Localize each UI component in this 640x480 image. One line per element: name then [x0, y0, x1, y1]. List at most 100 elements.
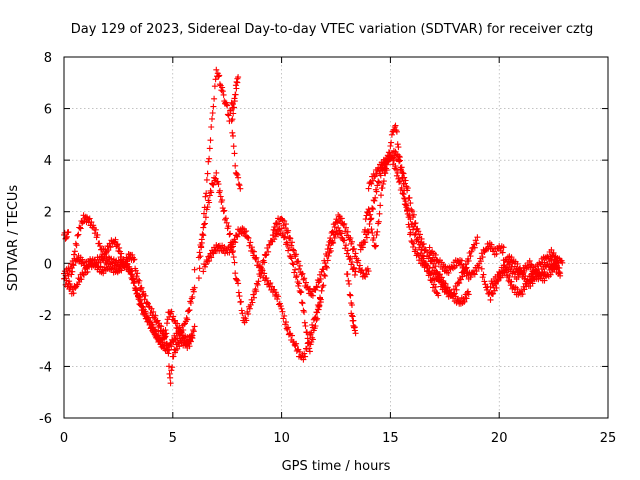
- data-point: [352, 330, 359, 337]
- data-point: [184, 316, 191, 323]
- data-point: [399, 190, 406, 197]
- data-point: [63, 277, 70, 284]
- data-point: [215, 73, 222, 80]
- data-point: [350, 322, 357, 329]
- data-point: [211, 95, 218, 102]
- data-point: [471, 241, 477, 248]
- data-point: [186, 343, 193, 350]
- data-point: [382, 170, 389, 177]
- data-point: [296, 265, 302, 272]
- data-point: [559, 259, 566, 266]
- data-point: [261, 259, 268, 266]
- data-point: [541, 277, 548, 284]
- data-point: [201, 221, 208, 228]
- data-point: [376, 179, 383, 186]
- data-point: [442, 280, 449, 287]
- data-point: [518, 287, 525, 294]
- data-point: [196, 265, 203, 272]
- data-point: [349, 238, 355, 245]
- data-point: [235, 289, 242, 296]
- data-point: [306, 339, 313, 346]
- data-point: [238, 298, 244, 305]
- data-point: [394, 151, 401, 158]
- data-point: [458, 257, 465, 264]
- data-point: [204, 170, 211, 177]
- series-track-h: [343, 271, 359, 337]
- tick-labels: 0 5 10 15 20 25 -6 -4 -2 0 2 4 6 8: [39, 51, 616, 446]
- data-point: [410, 226, 416, 233]
- data-point: [311, 315, 318, 322]
- data-point: [220, 91, 227, 98]
- data-point: [479, 274, 486, 281]
- data-point: [159, 330, 166, 337]
- data-point: [471, 271, 478, 278]
- data-point: [289, 260, 296, 267]
- data-point: [411, 232, 418, 238]
- data-point: [366, 208, 373, 215]
- data-point: [230, 143, 237, 150]
- data-point: [463, 295, 470, 302]
- data-point: [347, 292, 354, 299]
- data-point: [289, 332, 295, 339]
- data-point: [407, 200, 414, 207]
- chart-title: Day 129 of 2023, Sidereal Day-to-day VTE…: [71, 22, 593, 37]
- data-point: [541, 268, 548, 275]
- data-point: [233, 276, 240, 283]
- data-point: [379, 185, 386, 191]
- data-point: [96, 240, 103, 247]
- data-point: [230, 243, 236, 250]
- data-point: [191, 266, 198, 273]
- data-point: [283, 221, 289, 228]
- data-point: [225, 112, 232, 119]
- data-point: [450, 286, 457, 293]
- data-point: [373, 232, 380, 238]
- data-point: [323, 263, 329, 270]
- data-point: [514, 286, 521, 293]
- data-point: [478, 265, 485, 272]
- data-point: [407, 216, 414, 223]
- data-point: [275, 293, 282, 300]
- data-point: [402, 198, 409, 205]
- data-point: [239, 310, 246, 317]
- data-point: [464, 289, 471, 296]
- data-point: [298, 288, 305, 295]
- data-point: [461, 298, 468, 305]
- data-point: [395, 144, 402, 151]
- series-track-b: [61, 251, 196, 387]
- data-point: [520, 269, 527, 276]
- data-point: [243, 317, 250, 324]
- data-point: [295, 258, 302, 265]
- data-point: [320, 266, 327, 273]
- data-point: [290, 261, 297, 268]
- data-point: [363, 234, 370, 241]
- data-point: [351, 264, 358, 271]
- data-point: [287, 235, 294, 242]
- data-point: [309, 324, 316, 331]
- data-point: [373, 188, 380, 195]
- data-point: [191, 323, 198, 330]
- data-point: [288, 255, 295, 262]
- data-point: [167, 380, 174, 387]
- data-point: [302, 323, 309, 329]
- data-point: [393, 128, 400, 135]
- data-point: [63, 233, 70, 240]
- data-point: [296, 348, 303, 355]
- data-point: [206, 192, 213, 199]
- data-point: [420, 252, 427, 259]
- data-point: [72, 284, 79, 291]
- data-point: [340, 221, 347, 228]
- data-point: [398, 185, 405, 191]
- data-point: [359, 244, 366, 251]
- data-point: [118, 250, 125, 257]
- data-point: [390, 157, 397, 164]
- data-point: [198, 236, 205, 243]
- data-point: [291, 269, 298, 276]
- data-point: [216, 81, 223, 88]
- data-point: [296, 280, 302, 287]
- data-point: [409, 208, 416, 215]
- data-point: [166, 347, 173, 353]
- data-point: [453, 286, 460, 293]
- data-point: [316, 302, 323, 309]
- data-point: [366, 221, 373, 227]
- data-point: [233, 78, 240, 85]
